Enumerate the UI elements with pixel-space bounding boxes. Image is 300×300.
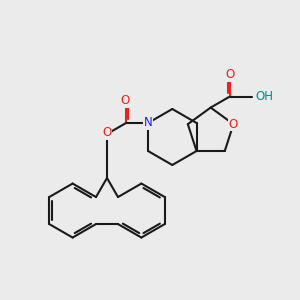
Text: O: O [120,94,130,107]
Text: OH: OH [256,90,274,103]
Text: O: O [229,118,238,131]
Text: O: O [102,127,112,140]
Text: O: O [225,68,234,81]
Text: N: N [144,116,152,130]
Text: N: N [144,116,152,129]
